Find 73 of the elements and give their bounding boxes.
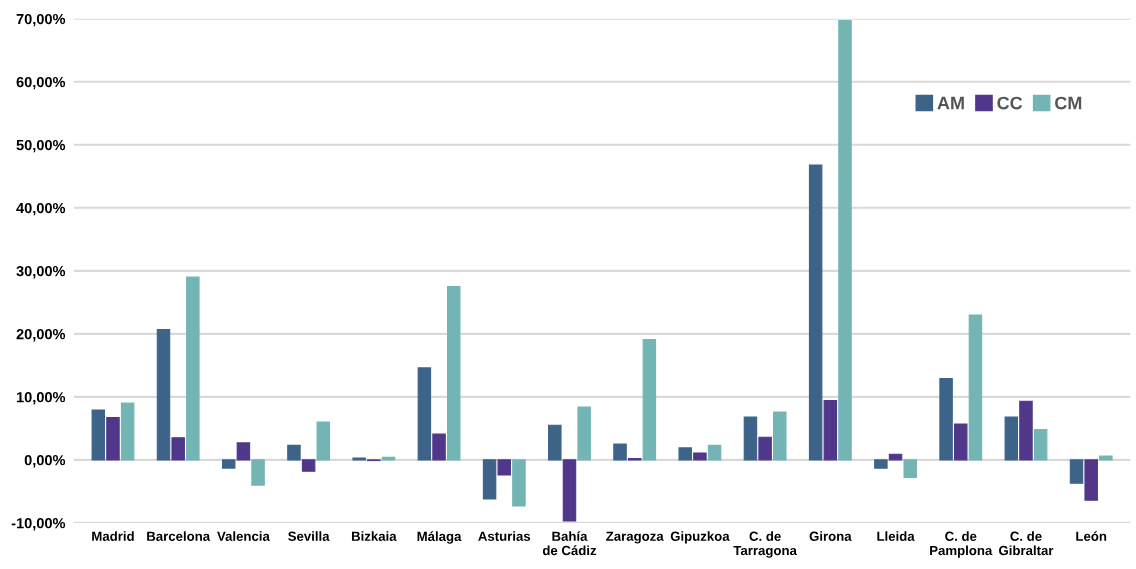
bar: [707, 444, 722, 461]
bar: [939, 378, 953, 461]
x-tick-label: Gipuzkoa: [670, 531, 730, 544]
bar: [106, 417, 120, 461]
x-tick-label: Madrid: [92, 531, 134, 541]
bar: [482, 459, 497, 500]
bar: [954, 423, 968, 461]
bar: [1099, 455, 1113, 461]
bar: [1004, 416, 1019, 461]
bar: [512, 459, 526, 507]
bar: [417, 367, 432, 461]
bar: [758, 436, 772, 461]
bar: [678, 447, 692, 461]
bar: [808, 164, 823, 461]
x-tick-label: C. de Pamplona: [930, 531, 993, 558]
bar: [432, 433, 446, 461]
legend-label: AM: [937, 96, 964, 110]
x-tick-label: León: [1076, 531, 1107, 541]
bar: [903, 459, 917, 479]
x-tick-label: Girona: [809, 531, 852, 541]
y-tick-label: 0,00%: [24, 455, 66, 468]
x-tick-label: Sevilla: [288, 531, 330, 541]
bar: [642, 338, 657, 461]
legend-label: CM: [1055, 96, 1082, 110]
bar: [91, 409, 106, 461]
bar: [613, 443, 627, 461]
x-tick-label: Bahía de Cádiz: [542, 531, 597, 556]
x-tick-label: Lleida: [877, 531, 915, 541]
bar: [874, 459, 888, 469]
bar: [743, 416, 758, 461]
bar: [1084, 459, 1098, 501]
bar: [497, 459, 512, 476]
y-tick-label: 70,00%: [16, 13, 66, 27]
bar: [287, 444, 301, 461]
bar: [236, 442, 251, 461]
y-tick-label: 60,00%: [16, 76, 66, 90]
bar: [577, 406, 591, 461]
bar: [548, 424, 562, 461]
x-tick-label: Valencia: [217, 531, 270, 541]
y-tick-label: 10,00%: [16, 391, 66, 405]
y-tick-label: 40,00%: [16, 202, 66, 216]
bar: [251, 459, 265, 486]
x-tick-label: Barcelona: [147, 531, 211, 541]
x-tick-label: C. de Tarragona: [733, 531, 797, 558]
y-tick-label: 20,00%: [16, 328, 66, 342]
x-tick-label: Asturias: [478, 531, 531, 541]
bar: [120, 402, 135, 461]
bar: [968, 314, 983, 461]
bar: [381, 456, 396, 461]
bar: [1069, 459, 1084, 484]
bar: [221, 459, 236, 469]
bar: [316, 421, 331, 461]
bar: [446, 286, 461, 461]
bar: [773, 411, 787, 461]
bar: [186, 276, 200, 461]
bar: [1019, 400, 1033, 461]
x-tick-label: Bizkaia: [351, 531, 397, 541]
y-tick-label: 50,00%: [16, 139, 66, 153]
bar: [301, 459, 316, 472]
legend-label: CC: [997, 96, 1023, 110]
x-tick-label: Málaga: [417, 531, 462, 544]
bar: [693, 452, 707, 461]
x-tick-label: C. de Gibraltar: [999, 531, 1054, 556]
y-tick-label: -10,00%: [11, 518, 66, 531]
bar: [888, 453, 903, 461]
bar: [823, 400, 838, 461]
y-tick-label: 30,00%: [16, 265, 66, 279]
bar: [1033, 429, 1048, 461]
bar: [562, 459, 577, 522]
x-tick-label: Zaragoza: [606, 531, 664, 544]
bar: [156, 328, 171, 461]
bar: [171, 437, 185, 461]
bar: [838, 20, 852, 461]
